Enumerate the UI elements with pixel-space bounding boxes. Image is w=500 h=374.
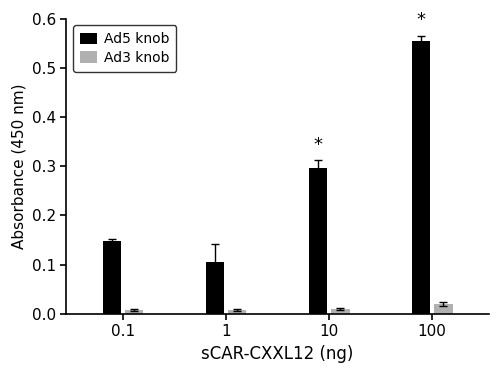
Text: *: * xyxy=(314,136,322,154)
Bar xyxy=(308,168,328,314)
Bar xyxy=(412,41,430,314)
X-axis label: sCAR-CXXL12 (ng): sCAR-CXXL12 (ng) xyxy=(202,345,354,363)
Bar xyxy=(102,241,121,314)
Y-axis label: Absorbance (450 nm): Absorbance (450 nm) xyxy=(11,83,26,249)
Bar xyxy=(434,304,452,314)
Bar xyxy=(331,309,349,314)
Bar xyxy=(228,310,246,314)
Bar xyxy=(206,262,224,314)
Text: *: * xyxy=(416,11,426,30)
Bar xyxy=(125,310,144,314)
Legend: Ad5 knob, Ad3 knob: Ad5 knob, Ad3 knob xyxy=(74,25,176,71)
